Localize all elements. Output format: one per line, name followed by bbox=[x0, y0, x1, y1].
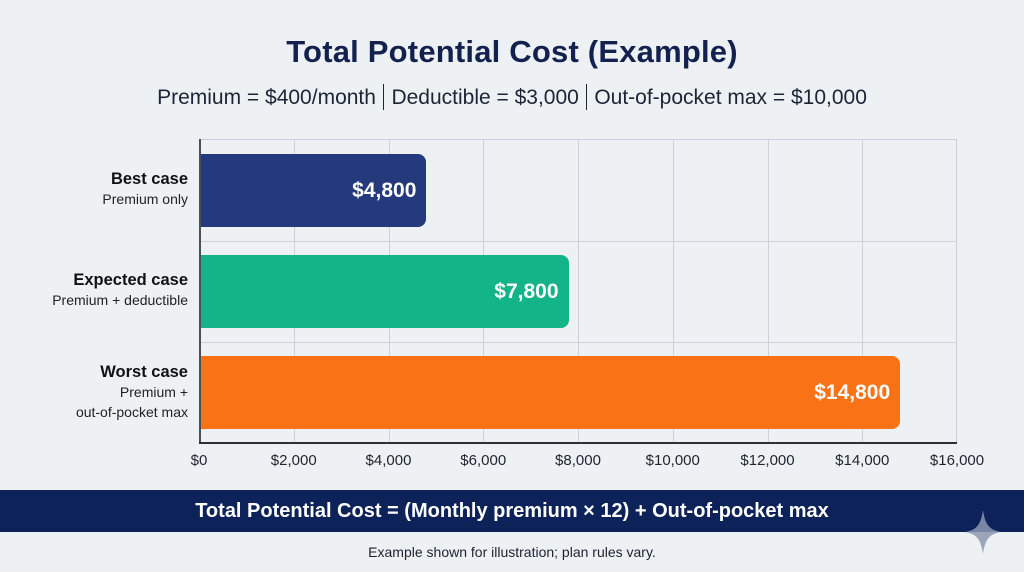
category-name: Expected case bbox=[73, 271, 188, 289]
x-tick-label: $10,000 bbox=[645, 452, 700, 469]
category-name: Worst case bbox=[100, 363, 188, 381]
gridline-vertical bbox=[767, 140, 769, 443]
x-tick-label: $16,000 bbox=[929, 452, 985, 469]
bar-value-label: $7,800 bbox=[494, 279, 559, 303]
x-tick-label: $2,000 bbox=[270, 452, 317, 469]
category-label-expected: Expected case Premium + deductible bbox=[52, 270, 188, 310]
category-desc: out-of-pocket max bbox=[75, 404, 188, 420]
chart-subtitle: Premium = $400/month Deductible = $3,000 O… bbox=[0, 84, 1024, 110]
subtitle-oop-max: Out-of-pocket max = $10,000 bbox=[594, 86, 867, 109]
x-tick-label: $0 bbox=[190, 452, 208, 469]
category-name: Best case bbox=[110, 170, 188, 188]
y-axis-line bbox=[199, 139, 201, 443]
subtitle-deductible: Deductible = $3,000 bbox=[391, 86, 579, 109]
formula-banner: Total Potential Cost = (Monthly premium … bbox=[0, 490, 1024, 532]
subtitle-premium: Premium = $400/month bbox=[157, 86, 376, 109]
formula-text: Total Potential Cost = (Monthly premium … bbox=[195, 499, 829, 522]
x-tick-label: $6,000 bbox=[460, 452, 507, 469]
category-label-worst: Worst case Premium + out-of-pocket max bbox=[76, 362, 188, 422]
gridline-vertical bbox=[578, 140, 579, 443]
category-desc: Premium + deductible bbox=[52, 292, 188, 308]
subtitle-separator bbox=[585, 84, 588, 110]
bar-value-label: $4,800 bbox=[352, 178, 417, 202]
bar-worst-case: $14,800 bbox=[199, 356, 901, 429]
footnote: Example shown for illustration; plan rul… bbox=[368, 544, 656, 560]
category-desc: Premium only bbox=[102, 191, 188, 207]
gridline-vertical bbox=[672, 140, 674, 443]
x-tick-label: $14,000 bbox=[835, 452, 890, 469]
subtitle-separator bbox=[382, 84, 385, 110]
bar-expected-case: $7,800 bbox=[199, 255, 569, 328]
x-tick-label: $4,000 bbox=[365, 452, 412, 469]
category-label-best: Best case Premium only bbox=[102, 169, 188, 209]
chart-title: Total Potential Cost (Example) bbox=[286, 34, 738, 69]
gridline-vertical bbox=[862, 140, 864, 443]
sparkle-icon bbox=[965, 510, 1001, 554]
x-axis-line bbox=[199, 442, 957, 444]
category-desc: Premium + bbox=[119, 384, 188, 400]
x-tick-label: $12,000 bbox=[740, 452, 795, 469]
bar-value-label: $14,800 bbox=[814, 380, 891, 404]
x-tick-label: $8,000 bbox=[555, 452, 601, 469]
plot-area: $4,800 $7,800 $14,800 bbox=[199, 139, 957, 443]
bar-best-case: $4,800 bbox=[199, 154, 427, 227]
